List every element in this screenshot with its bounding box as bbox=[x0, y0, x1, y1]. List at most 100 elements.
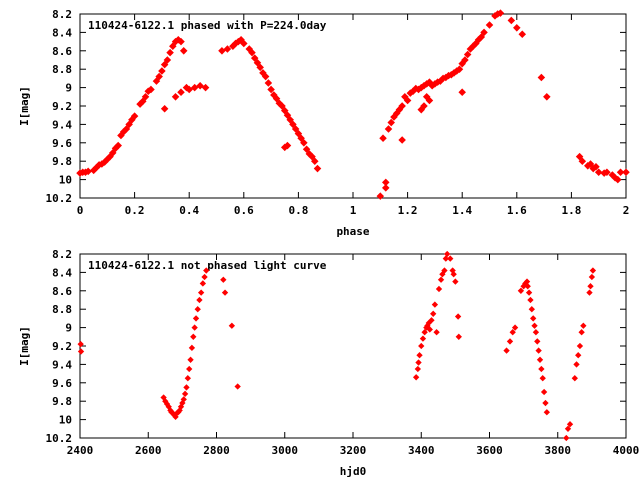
data-point bbox=[518, 30, 527, 39]
y-tick-label: 8.2 bbox=[52, 248, 72, 261]
data-point bbox=[160, 104, 169, 113]
data-point bbox=[614, 175, 622, 184]
y-tick-label: 9.6 bbox=[52, 377, 72, 390]
y-tick-label: 9.4 bbox=[52, 358, 72, 371]
x-tick-label: 0 bbox=[77, 204, 84, 217]
y-tick-label: 9.2 bbox=[52, 100, 72, 113]
data-point bbox=[543, 93, 551, 101]
data-point bbox=[539, 375, 546, 382]
data-point bbox=[454, 313, 462, 320]
chart-title: 110424-6122.1 phased with P=224.0day bbox=[88, 19, 327, 32]
data-point bbox=[431, 301, 439, 308]
data-point bbox=[308, 152, 316, 161]
data-point bbox=[300, 139, 308, 147]
y-tick-label: 9.8 bbox=[52, 395, 72, 408]
x-tick-label: 4000 bbox=[613, 444, 640, 457]
data-point bbox=[183, 384, 190, 391]
data-point bbox=[199, 280, 207, 287]
data-point bbox=[564, 425, 572, 432]
data-point bbox=[586, 289, 593, 296]
data-point bbox=[426, 326, 433, 333]
y-axis-label: I[mag] bbox=[18, 326, 31, 366]
data-point bbox=[534, 338, 541, 345]
y-tick-label: 8.6 bbox=[52, 285, 72, 298]
x-axis-label: phase bbox=[336, 225, 369, 238]
data-point bbox=[537, 73, 546, 82]
data-point bbox=[381, 178, 390, 187]
data-point bbox=[234, 383, 241, 390]
data-point bbox=[417, 105, 426, 114]
data-point bbox=[108, 149, 117, 157]
data-point bbox=[272, 94, 281, 103]
data-point bbox=[191, 324, 198, 331]
data-point bbox=[250, 54, 259, 62]
x-tick-label: 3000 bbox=[272, 444, 299, 457]
data-point bbox=[160, 60, 169, 69]
data-point bbox=[536, 356, 544, 363]
y-tick-label: 9.6 bbox=[52, 137, 72, 150]
data-point bbox=[503, 347, 510, 354]
data-point bbox=[415, 359, 422, 366]
data-point bbox=[381, 184, 390, 192]
data-point bbox=[403, 96, 412, 105]
data-point bbox=[509, 329, 516, 336]
data-point bbox=[513, 24, 521, 32]
data-point bbox=[543, 409, 550, 416]
data-point bbox=[181, 390, 189, 398]
y-tick-label: 9.4 bbox=[52, 118, 72, 131]
data-point bbox=[147, 85, 155, 94]
data-point bbox=[461, 56, 469, 64]
data-point bbox=[418, 342, 425, 350]
x-tick-label: 0.2 bbox=[125, 204, 145, 217]
data-point bbox=[496, 9, 505, 17]
y-tick-label: 8.4 bbox=[52, 266, 72, 279]
data-point bbox=[384, 125, 393, 133]
data-point bbox=[190, 333, 197, 340]
data-point bbox=[616, 168, 625, 177]
data-point bbox=[433, 329, 440, 336]
data-point bbox=[535, 347, 542, 354]
x-tick-label: 0.8 bbox=[288, 204, 308, 217]
data-point bbox=[280, 106, 289, 115]
x-tick-label: 1 bbox=[350, 204, 357, 217]
data-point bbox=[187, 356, 194, 363]
data-point bbox=[261, 72, 270, 81]
data-point bbox=[566, 421, 574, 428]
data-point bbox=[416, 352, 423, 359]
data-point bbox=[77, 348, 85, 355]
data-point bbox=[186, 365, 193, 373]
x-tick-label: 1.6 bbox=[507, 204, 527, 217]
data-point bbox=[578, 157, 587, 165]
data-point bbox=[77, 340, 84, 348]
x-tick-label: 0.4 bbox=[179, 204, 199, 217]
data-point bbox=[531, 322, 538, 329]
data-point bbox=[528, 306, 535, 313]
data-point bbox=[594, 168, 603, 177]
x-tick-label: 2400 bbox=[67, 444, 94, 457]
data-point bbox=[169, 42, 177, 50]
data-point bbox=[311, 157, 319, 165]
data-point bbox=[289, 120, 297, 129]
data-point bbox=[458, 88, 466, 96]
data-point bbox=[437, 276, 445, 283]
plot-frame bbox=[79, 13, 627, 199]
data-point bbox=[398, 102, 406, 110]
data-point bbox=[201, 83, 210, 92]
data-point bbox=[589, 267, 597, 274]
data-point bbox=[379, 134, 387, 142]
x-tick-label: 1.4 bbox=[452, 204, 472, 217]
y-tick-label: 9.8 bbox=[52, 155, 72, 168]
data-point bbox=[428, 317, 435, 324]
data-point bbox=[283, 111, 292, 119]
x-tick-label: 2800 bbox=[203, 444, 230, 457]
y-axis-label: I[mag] bbox=[18, 86, 31, 126]
data-point bbox=[592, 162, 600, 171]
data-point bbox=[578, 329, 585, 336]
data-point bbox=[180, 396, 187, 403]
x-tick-label: 1.2 bbox=[398, 204, 418, 217]
y-tick-label: 10 bbox=[59, 174, 72, 187]
data-point bbox=[228, 322, 236, 329]
data-point bbox=[223, 45, 232, 53]
data-point bbox=[291, 125, 300, 133]
data-point bbox=[414, 365, 422, 373]
